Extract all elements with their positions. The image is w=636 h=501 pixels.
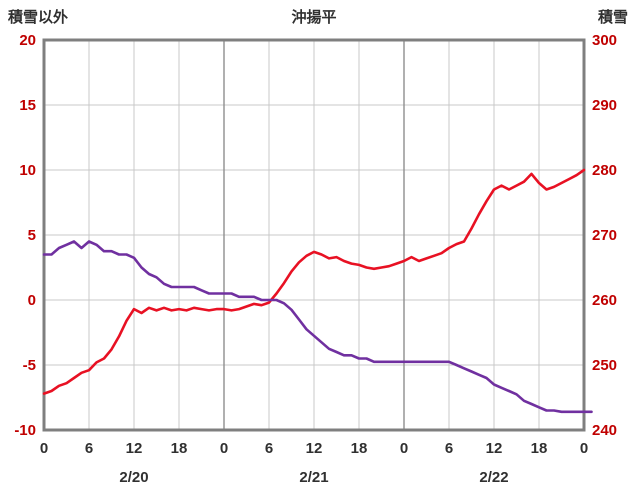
left-axis-tick-label: 10: [19, 162, 36, 179]
x-axis-date-label: 2/20: [119, 469, 148, 486]
non-snow-line: [42, 168, 586, 395]
x-axis-date-label: 2/22: [479, 469, 508, 486]
x-axis-hour-label: 12: [126, 440, 143, 457]
left-axis-tick-label: -10: [14, 422, 36, 439]
chart-title: 沖揚平: [291, 9, 337, 26]
x-axis-date-label: 2/21: [299, 469, 328, 486]
right-axis-tick-label: 270: [592, 227, 617, 244]
x-axis-hour-label: 18: [531, 440, 548, 457]
x-axis-hour-label: 0: [220, 440, 228, 457]
x-axis-hour-label: 12: [306, 440, 323, 457]
left-axis-title: 積雪以外: [8, 9, 69, 26]
x-axis-hour-label: 0: [400, 440, 408, 457]
left-axis-tick-label: 0: [28, 292, 36, 309]
right-axis-tick-label: 250: [592, 357, 617, 374]
left-axis-tick-label: -5: [23, 357, 36, 374]
x-axis-hour-label: 6: [265, 440, 273, 457]
left-axis-tick-label: 5: [28, 227, 36, 244]
right-axis-tick-label: 260: [592, 292, 617, 309]
x-axis-hour-label: 6: [85, 440, 93, 457]
right-axis-tick-label: 300: [592, 32, 617, 49]
right-axis-title: 積雪: [597, 9, 628, 26]
x-axis-hour-label: 6: [445, 440, 453, 457]
right-axis-tick-label: 240: [592, 422, 617, 439]
left-axis-tick-label: 20: [19, 32, 36, 49]
x-axis-hour-label: 0: [580, 440, 588, 457]
x-axis-hour-label: 0: [40, 440, 48, 457]
plot-frame: [42, 38, 586, 432]
x-axis-hour-label: 12: [486, 440, 503, 457]
x-axis-hour-label: 18: [351, 440, 368, 457]
snow-depth-line: [42, 240, 593, 414]
x-axis-hour-label: 18: [171, 440, 188, 457]
right-axis-tick-label: 280: [592, 162, 617, 179]
right-axis-tick-label: 290: [592, 97, 617, 114]
left-axis-tick-label: 15: [19, 97, 36, 114]
